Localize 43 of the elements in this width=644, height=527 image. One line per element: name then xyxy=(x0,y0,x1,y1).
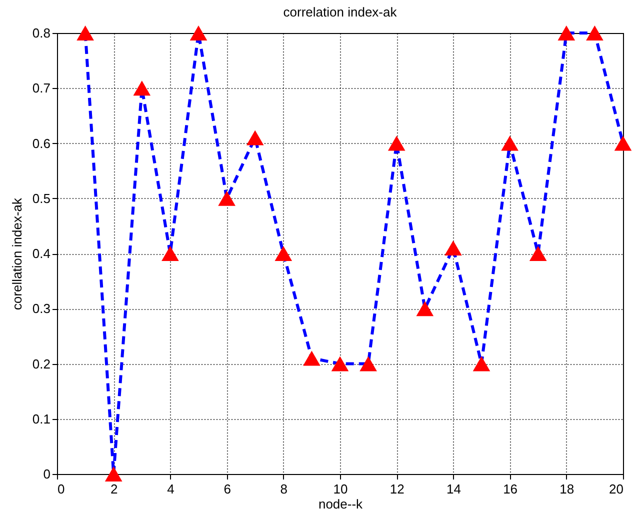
point xyxy=(360,356,377,372)
point xyxy=(190,26,208,40)
point xyxy=(586,26,604,40)
x-tick-label: 8 xyxy=(280,482,288,496)
point xyxy=(218,190,236,206)
x-tick-label: 6 xyxy=(224,482,231,496)
point xyxy=(133,80,151,96)
point xyxy=(558,26,576,40)
y-tick-label: 0 xyxy=(43,466,50,482)
point xyxy=(104,466,122,482)
point xyxy=(416,301,434,316)
point xyxy=(303,350,320,366)
y-tick-label: 0.3 xyxy=(32,301,50,316)
x-tick-label: 16 xyxy=(503,482,518,496)
point xyxy=(331,356,349,372)
x-tick-label: 2 xyxy=(110,482,118,496)
point xyxy=(162,246,179,261)
y-tick-label: 0.7 xyxy=(32,80,50,96)
y-tick-label: 0.6 xyxy=(32,136,50,151)
point xyxy=(246,130,264,146)
point xyxy=(388,136,406,151)
y-tick-label: 0.2 xyxy=(32,356,50,372)
point xyxy=(274,246,292,261)
y-tick-label: 0.4 xyxy=(32,246,50,261)
x-tick-label: 18 xyxy=(560,482,574,496)
x-tick-label: 10 xyxy=(333,482,348,496)
point xyxy=(444,240,462,256)
point xyxy=(76,26,94,40)
x-tick-label: 20 xyxy=(609,482,624,496)
x-tick-label: 12 xyxy=(390,482,404,496)
x-tick-label: 0 xyxy=(58,482,65,496)
point xyxy=(529,246,547,261)
y-axis-title: corellation index-ak xyxy=(9,198,24,310)
point xyxy=(501,136,518,151)
point xyxy=(614,136,632,151)
y-tick-label: 0.1 xyxy=(32,411,50,426)
chart-title: correlation index-ak xyxy=(283,4,398,20)
x-tick-label: 14 xyxy=(446,482,461,496)
x-tick-label: 4 xyxy=(167,482,174,496)
point xyxy=(472,356,490,372)
y-tick-label: 0.8 xyxy=(32,26,50,40)
x-axis-title: node--k xyxy=(318,496,364,512)
y-tick-label: 0.5 xyxy=(32,190,50,206)
